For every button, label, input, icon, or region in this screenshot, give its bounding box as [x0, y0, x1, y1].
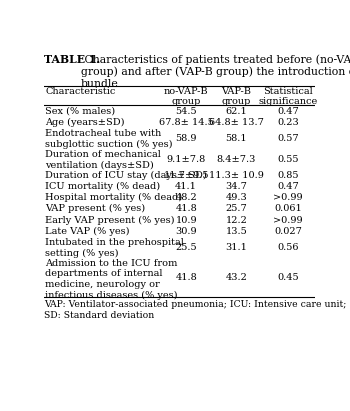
Text: VAP present (% yes): VAP present (% yes)	[45, 204, 145, 213]
Text: Duration of ICU stay (days± SD): Duration of ICU stay (days± SD)	[45, 171, 207, 180]
Text: TABLE 1.: TABLE 1.	[44, 54, 100, 65]
Text: 62.1: 62.1	[225, 107, 247, 116]
Text: 0.45: 0.45	[277, 273, 299, 282]
Text: Intubated in the prehospital
setting (% yes): Intubated in the prehospital setting (% …	[45, 238, 184, 258]
Text: Endotracheal tube with
subglottic suction (% yes): Endotracheal tube with subglottic suctio…	[45, 129, 173, 149]
Text: 30.9: 30.9	[175, 227, 197, 236]
Text: 41.1: 41.1	[175, 182, 197, 191]
Text: 13.5: 13.5	[225, 227, 247, 236]
Text: 58.1: 58.1	[225, 134, 247, 143]
Text: 11.7±9.5: 11.7±9.5	[163, 171, 209, 180]
Text: 0.47: 0.47	[277, 182, 299, 191]
Text: VAP-B
group: VAP-B group	[221, 87, 251, 106]
Text: Early VAP present (% yes): Early VAP present (% yes)	[45, 215, 175, 225]
Text: Characteristics of patients treated before (no-VAP-B
group) and after (VAP-B gro: Characteristics of patients treated befo…	[81, 54, 350, 89]
Text: 10.9: 10.9	[175, 215, 197, 224]
Text: 9.1±7.8: 9.1±7.8	[167, 155, 206, 164]
Text: 0.061: 0.061	[274, 204, 302, 213]
Text: 34.7: 34.7	[225, 182, 247, 191]
Text: Statistical
significance: Statistical significance	[258, 87, 317, 106]
Text: 0.57: 0.57	[277, 134, 299, 143]
Text: 0.47: 0.47	[277, 107, 299, 116]
Text: 41.8: 41.8	[175, 273, 197, 282]
Text: 12.2: 12.2	[225, 215, 247, 224]
Text: Age (years±SD): Age (years±SD)	[45, 118, 125, 127]
Text: 0.027: 0.027	[274, 227, 302, 236]
Text: 49.3: 49.3	[225, 193, 247, 202]
Text: 67.8± 14.5: 67.8± 14.5	[159, 118, 214, 127]
Text: 48.2: 48.2	[175, 193, 197, 202]
Text: Hospital mortality (% dead): Hospital mortality (% dead)	[45, 193, 182, 202]
Text: 31.1: 31.1	[225, 243, 247, 252]
Text: 64.8± 13.7: 64.8± 13.7	[209, 118, 264, 127]
Text: 58.9: 58.9	[175, 134, 197, 143]
Text: >0.99: >0.99	[273, 215, 303, 224]
Text: 54.5: 54.5	[175, 107, 197, 116]
Text: Duration of mechanical
ventilation (days±SD): Duration of mechanical ventilation (days…	[45, 150, 161, 170]
Text: 0.85: 0.85	[277, 171, 299, 180]
Text: 0.23: 0.23	[277, 118, 299, 127]
Text: 25.7: 25.7	[225, 204, 247, 213]
Text: 25.5: 25.5	[175, 243, 197, 252]
Text: Characteristic: Characteristic	[45, 87, 116, 96]
Text: Admission to the ICU from
departments of internal
medicine, neurology or
infecti: Admission to the ICU from departments of…	[45, 259, 177, 300]
Text: >0.99: >0.99	[273, 193, 303, 202]
Text: 0.55: 0.55	[277, 155, 299, 164]
Text: 0.56: 0.56	[277, 243, 299, 252]
Text: Sex (% males): Sex (% males)	[45, 107, 115, 116]
Text: Late VAP (% yes): Late VAP (% yes)	[45, 227, 130, 236]
Text: no-VAP-B
group: no-VAP-B group	[164, 87, 209, 106]
Text: VAP: Ventilator-associated pneumonia; ICU: Intensive care unit;
SD: Standard dev: VAP: Ventilator-associated pneumonia; IC…	[44, 300, 346, 320]
Text: 43.2: 43.2	[225, 273, 247, 282]
Text: 11.3± 10.9: 11.3± 10.9	[209, 171, 264, 180]
Text: 41.8: 41.8	[175, 204, 197, 213]
Text: 8.4±7.3: 8.4±7.3	[217, 155, 256, 164]
Text: ICU mortality (% dead): ICU mortality (% dead)	[45, 182, 160, 191]
